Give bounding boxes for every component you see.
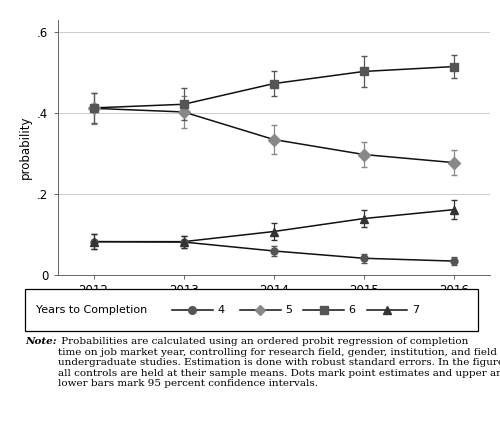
Text: 5: 5 — [285, 305, 292, 315]
Y-axis label: probability: probability — [18, 116, 32, 179]
Text: Probabilities are calculated using an ordered probit regression of completion
ti: Probabilities are calculated using an or… — [58, 337, 500, 388]
X-axis label: Year of Job Market: Year of Job Market — [220, 303, 327, 316]
Text: Years to Completion: Years to Completion — [36, 305, 148, 315]
FancyBboxPatch shape — [25, 289, 477, 331]
Text: Note:: Note: — [25, 337, 56, 346]
Text: 6: 6 — [348, 305, 356, 315]
Text: 7: 7 — [412, 305, 419, 315]
Text: 4: 4 — [218, 305, 224, 315]
